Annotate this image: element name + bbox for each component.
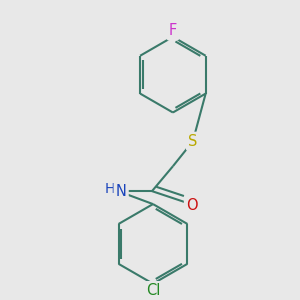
Text: S: S [188, 134, 197, 149]
Text: F: F [169, 23, 177, 38]
Text: H: H [105, 182, 116, 196]
Text: O: O [186, 198, 198, 213]
Text: N: N [116, 184, 127, 199]
Text: Cl: Cl [146, 283, 160, 298]
